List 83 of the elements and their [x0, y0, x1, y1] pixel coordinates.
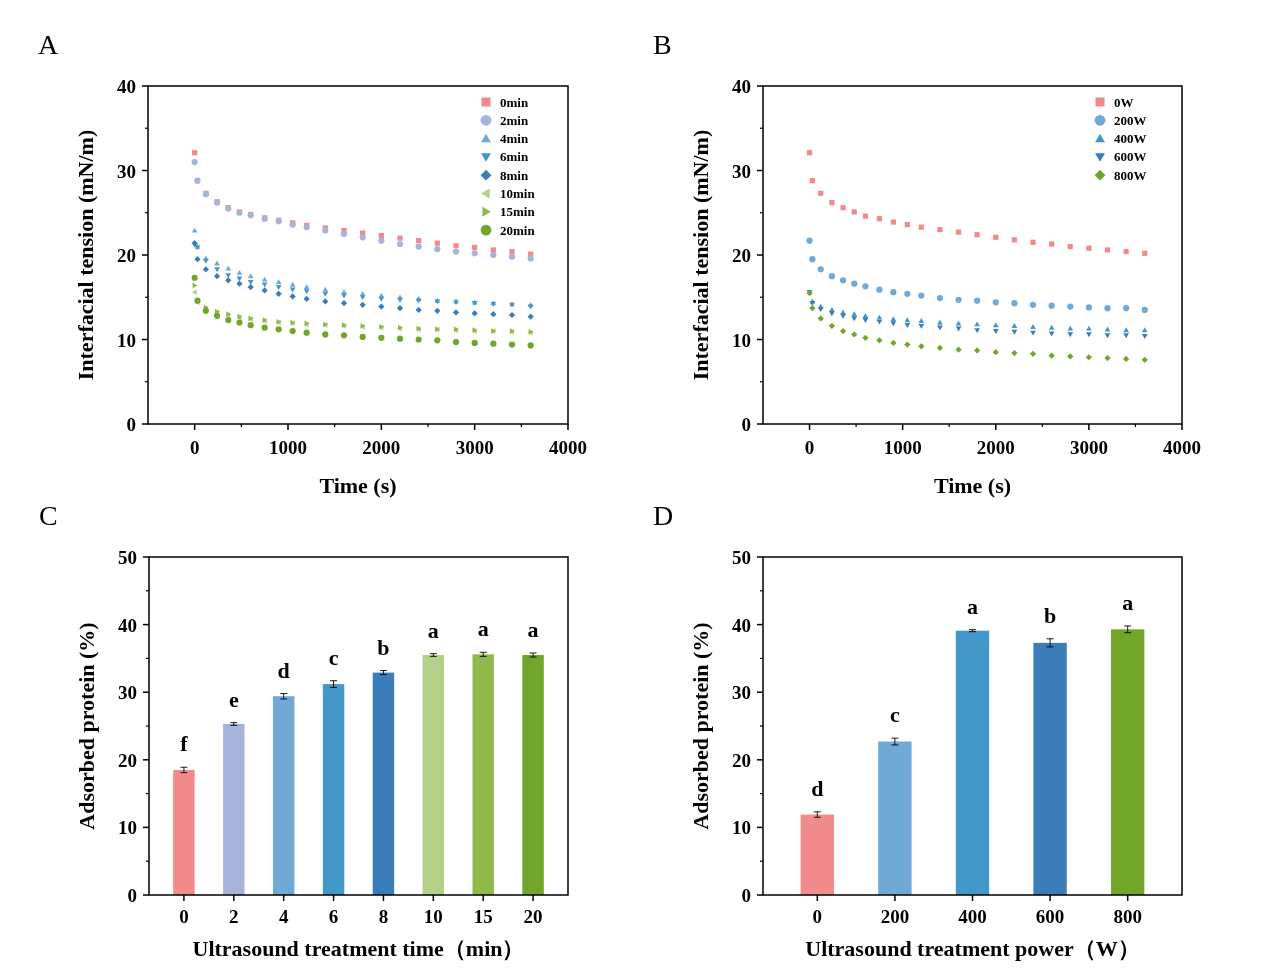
data-label: a: [967, 593, 978, 619]
x-tick-label: 2: [229, 906, 239, 927]
y-tick-label: 30: [732, 682, 751, 704]
data-label: c: [890, 702, 901, 728]
legend-label: 10min: [500, 186, 536, 201]
y-tick-label: 10: [118, 817, 137, 839]
x-tick-label: 4: [278, 906, 289, 927]
y-axis-title: Adsorbed protein (%): [688, 622, 713, 830]
x-axis-title: Time (s): [933, 473, 1012, 498]
x-tick-label: 800: [1113, 906, 1142, 927]
x-tick-label: 0: [804, 437, 815, 458]
legend-label: 15min: [500, 204, 536, 220]
data-label: b: [377, 634, 390, 660]
data-label: d: [811, 775, 824, 801]
x-tick-label: 15: [473, 906, 493, 927]
x-tick-label: 400: [958, 906, 987, 927]
data-label: f: [180, 731, 189, 757]
data-label: a: [527, 616, 539, 642]
y-tick-label: 30: [117, 160, 136, 182]
legend-label: 4min: [500, 131, 529, 147]
chart-title: A: [38, 29, 59, 60]
x-tick-label: 6: [328, 906, 339, 927]
data-label: a: [427, 617, 439, 643]
chart-title: C: [39, 500, 58, 531]
x-tick-label: 2000: [362, 437, 401, 458]
x-tick-label: 4000: [1163, 437, 1201, 458]
x-tick-label: 0: [812, 906, 823, 927]
x-tick-label: 200: [880, 906, 910, 927]
y-tick-label: 0: [741, 885, 751, 906]
y-tick-label: 10: [732, 817, 751, 839]
x-tick-label: 3000: [455, 437, 494, 458]
x-axis-title: Time (s): [319, 473, 397, 498]
data-label: e: [228, 686, 239, 712]
y-tick-label: 30: [118, 682, 137, 704]
legend-label: 20min: [500, 222, 536, 238]
legend-label: 8min: [500, 167, 529, 183]
y-axis-title: Adsorbed protein (%): [74, 622, 99, 830]
x-axis-title: Ultrasound treatment time（min）: [192, 936, 525, 961]
legend-label: 2min: [500, 112, 529, 128]
legend-label: 200W: [1114, 112, 1147, 128]
x-tick-label: 4000: [549, 437, 587, 458]
legend-label: 6min: [500, 149, 529, 165]
x-tick-label: 0: [189, 437, 200, 458]
x-tick-label: 1000: [883, 437, 922, 458]
y-tick-label: 0: [126, 414, 136, 435]
x-axis-title: Ultrasound treatment power（W）: [805, 936, 1140, 961]
x-tick-label: 0: [179, 906, 189, 927]
chart-title: B: [653, 29, 672, 60]
legend-label: 0W: [1114, 94, 1134, 110]
data-label: c: [328, 644, 339, 670]
data-label: d: [277, 657, 290, 683]
y-tick-label: 40: [117, 76, 136, 97]
x-tick-label: 2000: [976, 437, 1015, 458]
legend-label: 0min: [500, 94, 529, 110]
x-tick-label: 8: [378, 906, 389, 927]
y-axis-title: Interfacial tension (mN/m): [73, 129, 98, 381]
x-tick-label: 20: [523, 906, 543, 927]
y-tick-label: 50: [732, 547, 751, 568]
data-label: a: [477, 616, 489, 642]
y-tick-label: 20: [732, 245, 751, 266]
x-tick-label: 10: [423, 906, 443, 927]
y-tick-label: 50: [118, 547, 137, 568]
legend-label: 400W: [1114, 131, 1147, 147]
data-label: b: [1043, 602, 1057, 628]
legend-label: 800W: [1114, 167, 1147, 183]
legend-label: 600W: [1114, 149, 1147, 165]
x-tick-label: 1000: [269, 437, 307, 458]
y-tick-label: 40: [732, 76, 751, 97]
y-axis-title: Interfacial tension (mN/m): [688, 129, 713, 381]
x-tick-label: 600: [1035, 906, 1065, 927]
y-tick-label: 0: [741, 414, 751, 435]
data-label: a: [1122, 589, 1134, 615]
y-tick-label: 20: [118, 749, 137, 771]
y-tick-label: 40: [118, 614, 137, 636]
y-tick-label: 10: [732, 329, 751, 351]
y-tick-label: 40: [732, 614, 751, 636]
y-tick-label: 30: [732, 160, 751, 182]
y-tick-label: 10: [117, 329, 136, 351]
x-tick-label: 3000: [1069, 437, 1108, 458]
chart-title: D: [653, 500, 674, 531]
y-tick-label: 20: [732, 749, 751, 771]
y-tick-label: 0: [127, 885, 137, 906]
y-tick-label: 20: [117, 245, 136, 266]
